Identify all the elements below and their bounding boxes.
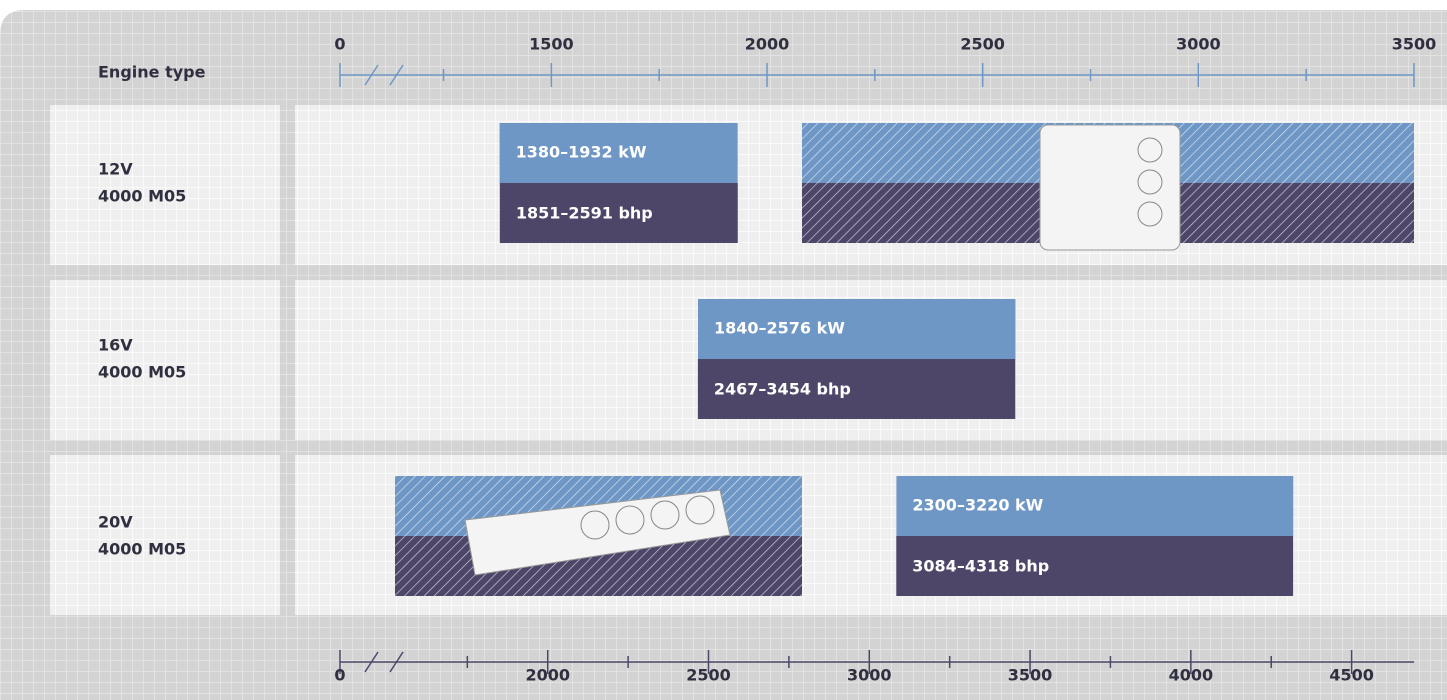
tick-label: 4000 xyxy=(1169,666,1214,685)
value-label: 1380–1932 kW xyxy=(516,143,647,162)
tick-label: 4500 xyxy=(1329,666,1374,685)
value-label: 2467–3454 bhp xyxy=(714,380,851,399)
engine-image xyxy=(395,476,802,596)
tick-label: 3500 xyxy=(1008,666,1053,685)
value-label: 1840–2576 kW xyxy=(714,319,845,338)
tick-label: 2000 xyxy=(745,35,790,54)
category-label: 20V xyxy=(98,513,133,532)
category-label: 4000 M05 xyxy=(98,187,186,206)
tick-label: 2000 xyxy=(525,666,570,685)
tick-label: 2500 xyxy=(686,666,731,685)
range-bar xyxy=(896,476,1294,536)
category-label: 4000 M05 xyxy=(98,363,186,382)
value-label: 1851–2591 bhp xyxy=(516,204,653,223)
engine-image xyxy=(802,123,1414,251)
range-bar xyxy=(896,536,1294,596)
tick-label: 3000 xyxy=(1176,35,1221,54)
tick-label: 0 xyxy=(334,35,345,54)
category-label: 16V xyxy=(98,336,133,355)
category-label: 12V xyxy=(98,160,133,179)
range-bar xyxy=(697,359,1016,419)
range-bar xyxy=(499,123,738,183)
range-bar xyxy=(499,183,738,243)
range-bar xyxy=(698,299,1016,359)
category-label: 4000 M05 xyxy=(98,540,186,559)
value-label: 2300–3220 kW xyxy=(912,496,1043,515)
tick-label: 1500 xyxy=(529,35,574,54)
category-header: Engine type xyxy=(98,63,206,82)
tick-label: 3000 xyxy=(847,666,892,685)
tick-label: 2500 xyxy=(960,35,1005,54)
tick-label: 3500 xyxy=(1392,35,1437,54)
tick-label: 0 xyxy=(334,666,345,685)
value-label: 3084–4318 bhp xyxy=(912,557,1049,576)
